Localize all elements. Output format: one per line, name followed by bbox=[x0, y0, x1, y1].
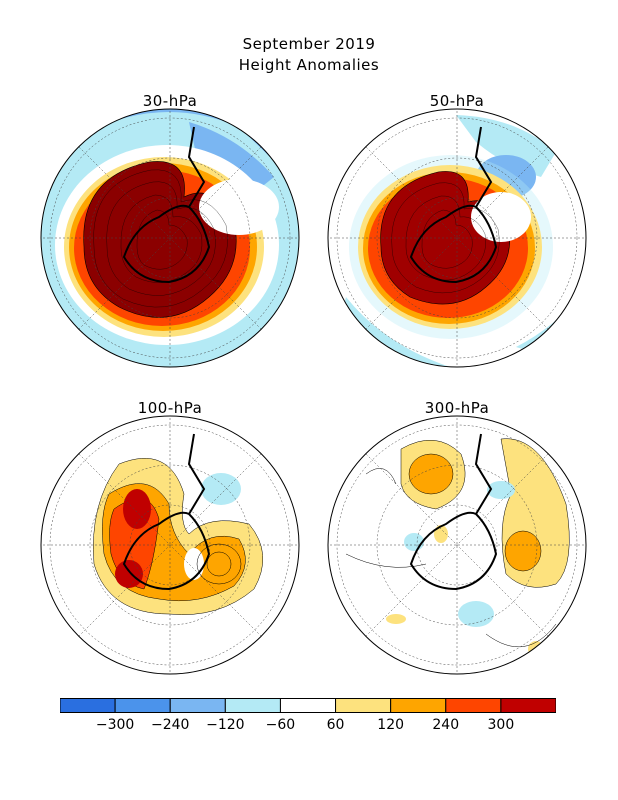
colorbar-tick-label: −60 bbox=[265, 717, 296, 733]
panel-label-30hpa: 30-hPa bbox=[142, 92, 198, 110]
colorbar-swatch bbox=[335, 698, 392, 713]
colorbar-tick-label: −120 bbox=[206, 717, 245, 733]
map-subtitle: Height Anomalies bbox=[238, 56, 380, 74]
colorbar-tick-label: −240 bbox=[150, 717, 190, 733]
polar-map-300hpa bbox=[327, 415, 587, 675]
colorbar-swatch bbox=[500, 698, 556, 713]
panel-label-300hpa: 300-hPa bbox=[424, 399, 490, 417]
colorbar-tick-label: 60 bbox=[326, 717, 345, 733]
polar-map-50hpa bbox=[327, 108, 587, 368]
panel-label-100hpa: 100-hPa bbox=[137, 399, 203, 417]
colorbar-tick-label: 300 bbox=[487, 717, 515, 733]
colorbar-swatch bbox=[390, 698, 447, 713]
colorbar-tick-label: 120 bbox=[377, 717, 405, 733]
colorbar-tick-label: −300 bbox=[95, 717, 135, 733]
colorbar-swatch bbox=[60, 698, 116, 713]
colorbar-swatch bbox=[224, 698, 281, 713]
colorbar-tick-label: 240 bbox=[432, 717, 460, 733]
polar-map-100hpa bbox=[40, 415, 300, 675]
colorbar-swatch bbox=[445, 698, 502, 713]
colorbar-swatch bbox=[114, 698, 171, 713]
colorbar-swatch bbox=[169, 698, 226, 713]
colorbar bbox=[60, 698, 556, 713]
map-title: September 2019 bbox=[242, 35, 376, 53]
panel-label-50hpa: 50-hPa bbox=[429, 92, 485, 110]
colorbar-swatch bbox=[279, 698, 337, 713]
polar-map-30hpa bbox=[40, 108, 300, 368]
